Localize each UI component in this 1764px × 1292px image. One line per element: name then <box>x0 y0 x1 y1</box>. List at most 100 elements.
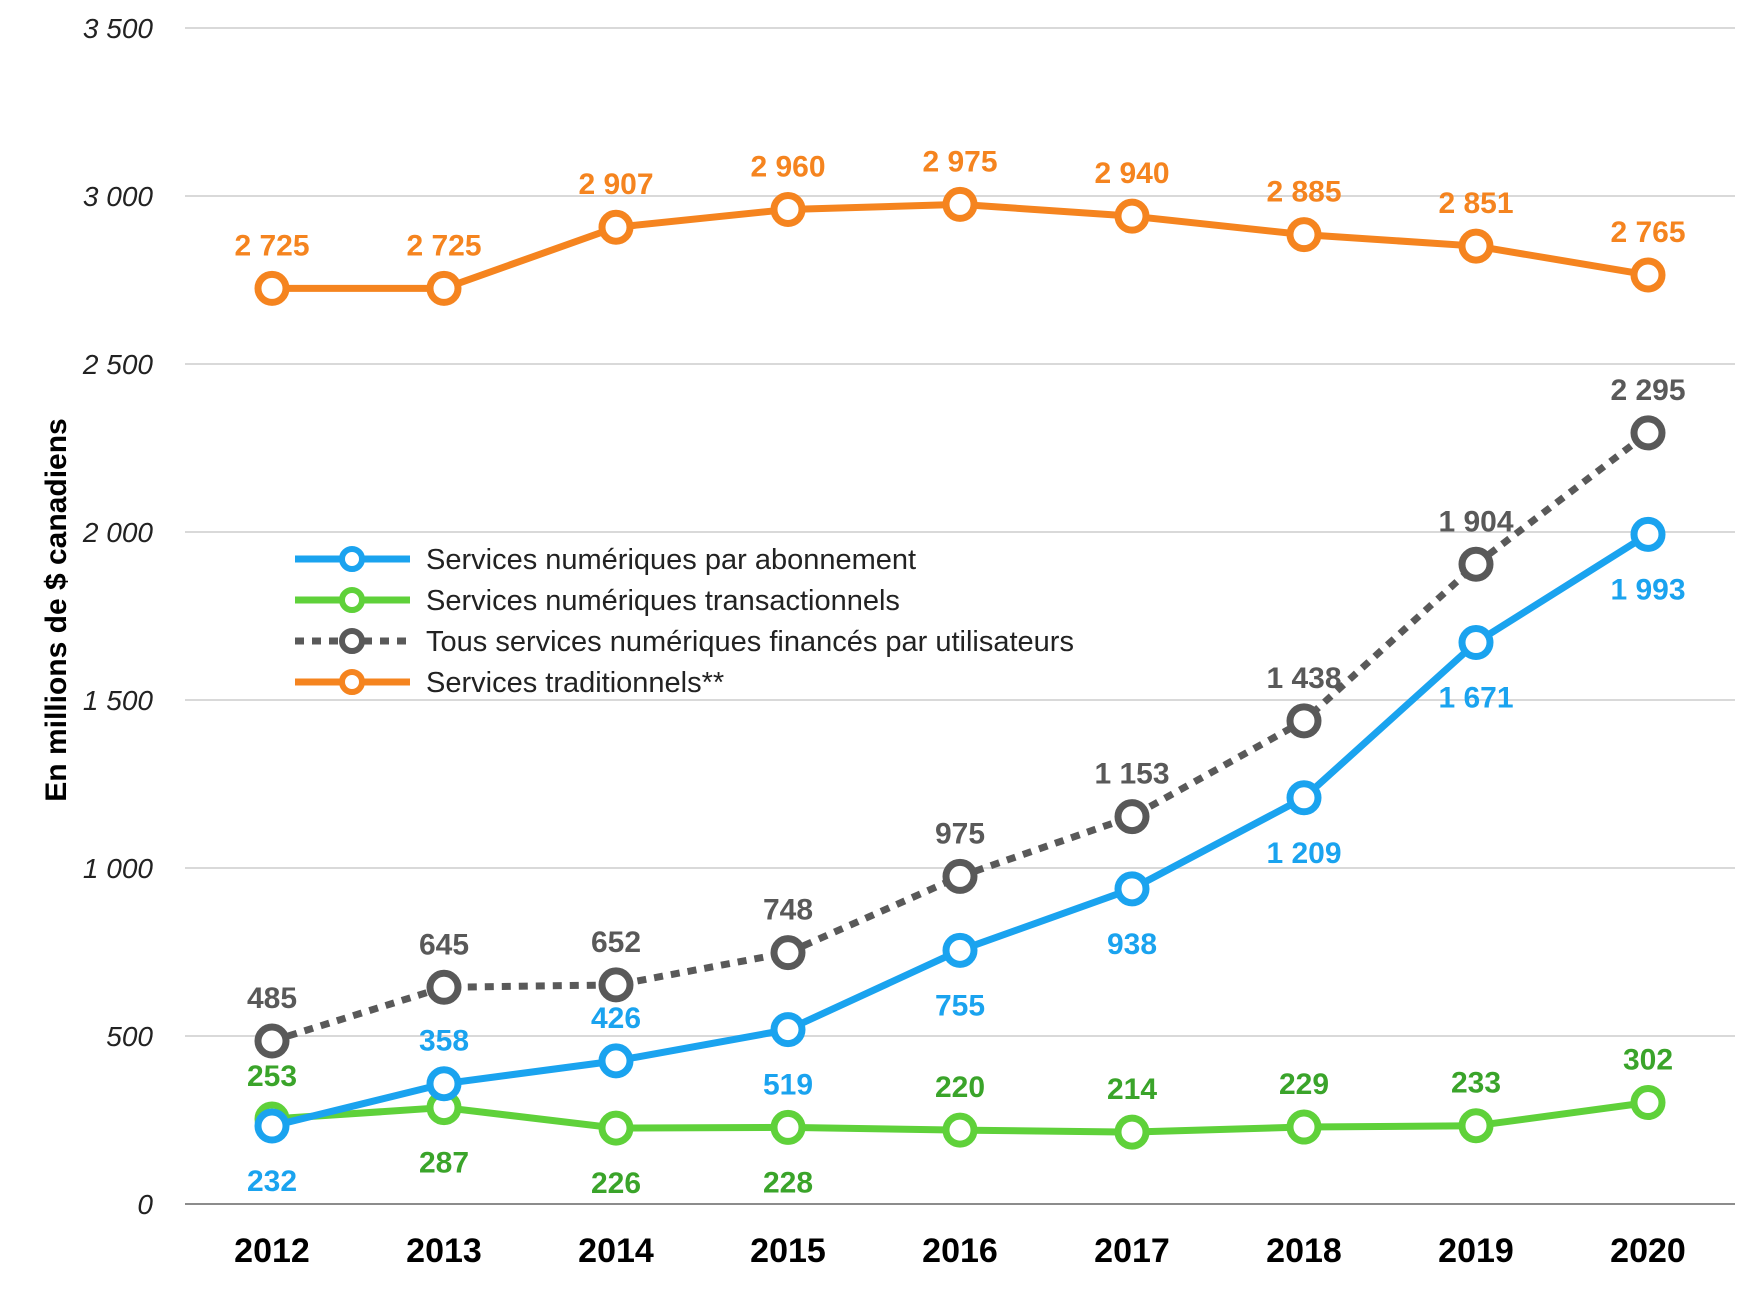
data-point-marker <box>942 1112 978 1148</box>
legend-marker-swatch <box>339 546 365 572</box>
data-label: 220 <box>935 1071 985 1104</box>
data-point-marker <box>770 935 806 971</box>
data-point-marker <box>426 969 462 1005</box>
x-tick-label: 2014 <box>578 1232 654 1270</box>
data-label: 229 <box>1279 1068 1329 1101</box>
data-label: 645 <box>419 928 469 961</box>
y-tick-label: 0 <box>137 1189 153 1220</box>
legend-entry-label: Tous services numériques financés par ut… <box>426 626 1074 658</box>
data-point-marker <box>1114 871 1150 907</box>
data-point-marker <box>942 186 978 222</box>
y-axis-label: En millions de $ canadiens <box>40 418 73 801</box>
data-label: 232 <box>247 1165 297 1198</box>
legend-entry-label: Services traditionnels** <box>426 667 724 699</box>
data-point-marker <box>1114 799 1150 835</box>
legend-entry-label: Services numériques par abonnement <box>426 544 916 576</box>
data-label: 1 153 <box>1094 758 1169 791</box>
x-tick-label: 2013 <box>406 1232 482 1270</box>
data-point-marker <box>426 270 462 306</box>
data-label: 2 885 <box>1266 176 1341 209</box>
data-label: 1 438 <box>1266 662 1341 695</box>
data-label: 287 <box>419 1147 469 1180</box>
data-point-marker <box>1114 1114 1150 1150</box>
data-point-marker <box>254 1108 290 1144</box>
legend-entry-label: Services numériques transactionnels <box>426 585 900 617</box>
data-label: 1 904 <box>1438 505 1513 538</box>
y-tick-label: 2 500 <box>82 349 153 380</box>
data-labels: 232 358 426 519 755 938 1 209 1 671 1 993 253 287 2… <box>234 145 1685 1200</box>
data-label: 485 <box>247 982 297 1015</box>
data-label: 755 <box>935 989 985 1022</box>
data-label: 214 <box>1107 1073 1157 1106</box>
data-label: 358 <box>419 1025 469 1058</box>
data-label: 2 765 <box>1610 216 1685 249</box>
data-label: 975 <box>935 817 985 850</box>
data-label: 2 725 <box>234 229 309 262</box>
data-point-marker <box>598 967 634 1003</box>
y-tick-label: 3 500 <box>83 13 153 44</box>
data-point-marker <box>1286 780 1322 816</box>
data-label: 1 209 <box>1266 837 1341 870</box>
data-label: 2 975 <box>922 145 997 178</box>
series-lines <box>254 186 1666 1150</box>
data-point-marker <box>598 1043 634 1079</box>
data-point-marker <box>598 209 634 245</box>
x-tick-label: 2018 <box>1266 1232 1342 1270</box>
data-point-marker <box>1630 1085 1666 1121</box>
data-label: 2 851 <box>1438 187 1513 220</box>
data-label: 226 <box>591 1167 641 1200</box>
data-label: 253 <box>247 1060 297 1093</box>
data-point-marker <box>942 932 978 968</box>
legend-marker-swatch <box>339 628 365 654</box>
data-point-marker <box>770 1012 806 1048</box>
data-point-marker <box>1286 1109 1322 1145</box>
data-point-marker <box>1286 703 1322 739</box>
data-label: 519 <box>763 1069 813 1102</box>
data-point-marker <box>770 191 806 227</box>
data-point-marker <box>1286 217 1322 253</box>
x-tick-label: 2016 <box>922 1232 998 1270</box>
legend: Services numériques par abonnement Servic… <box>295 544 1074 699</box>
data-point-marker <box>1458 546 1494 582</box>
y-tick-label: 1 500 <box>83 685 153 716</box>
data-point-marker <box>1458 625 1494 661</box>
data-point-marker <box>942 858 978 894</box>
data-point-marker <box>426 1066 462 1102</box>
data-label: 233 <box>1451 1067 1501 1100</box>
y-tick-label: 500 <box>106 1021 153 1052</box>
data-label: 302 <box>1623 1044 1673 1077</box>
data-label: 2 940 <box>1094 157 1169 190</box>
data-label: 2 295 <box>1610 374 1685 407</box>
legend-marker-swatch <box>339 669 365 695</box>
data-label: 1 671 <box>1438 682 1513 715</box>
data-label: 652 <box>591 926 641 959</box>
x-tick-label: 2019 <box>1438 1232 1514 1270</box>
y-tick-label: 3 000 <box>83 181 153 212</box>
data-point-marker <box>1630 257 1666 293</box>
data-point-marker <box>1630 516 1666 552</box>
data-label: 1 993 <box>1610 573 1685 606</box>
legend-marker-swatch <box>339 587 365 613</box>
x-axis-ticks: 2012 2013 2014 2015 2016 2017 2018 2019 2020 <box>234 1232 1686 1270</box>
data-point-marker <box>770 1109 806 1145</box>
data-point-marker <box>1458 228 1494 264</box>
y-tick-label: 2 000 <box>82 517 153 548</box>
y-axis-ticks: 0 500 1 000 1 500 2 000 2 500 3 000 3 500 <box>82 13 154 1220</box>
data-point-marker <box>1114 198 1150 234</box>
x-tick-label: 2012 <box>234 1232 310 1270</box>
data-label: 938 <box>1107 928 1157 961</box>
data-label: 2 725 <box>406 229 481 262</box>
data-label: 426 <box>591 1002 641 1035</box>
x-tick-label: 2015 <box>750 1232 826 1270</box>
data-point-marker <box>598 1110 634 1146</box>
data-point-marker <box>1458 1108 1494 1144</box>
data-label: 2 960 <box>750 150 825 183</box>
data-point-marker <box>254 1023 290 1059</box>
x-tick-label: 2020 <box>1610 1232 1686 1270</box>
data-point-marker <box>254 270 290 306</box>
y-tick-label: 1 000 <box>83 853 153 884</box>
x-tick-label: 2017 <box>1094 1232 1170 1270</box>
data-label: 2 907 <box>578 168 653 201</box>
data-label: 228 <box>763 1166 813 1199</box>
